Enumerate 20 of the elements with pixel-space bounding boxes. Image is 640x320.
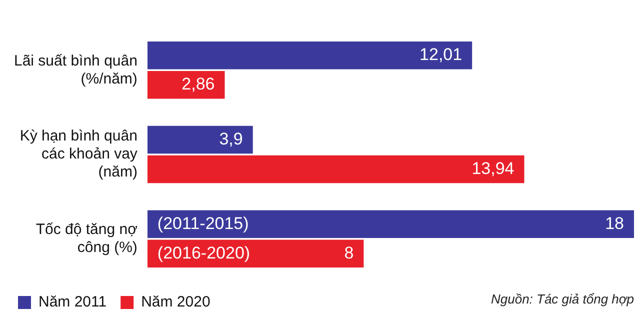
bar (147, 240, 364, 268)
y-tick-label: Kỳ hạn bình quân các khoản vay (năm) (20, 128, 138, 181)
y-tick-label: Tốc độ tăng nợ công (%) (36, 220, 138, 256)
data-label: 12,01 (420, 45, 462, 64)
data-label: 8 (344, 243, 354, 262)
y-tick-label: Lãi suất bình quân (%/năm) (14, 52, 138, 88)
text: Nguồn: Tác giả tổng hợp (490, 292, 634, 307)
annotation: (2016-2020) (157, 243, 250, 262)
bar (147, 42, 472, 70)
data-label: 2,86 (182, 74, 215, 94)
bar (147, 126, 253, 154)
legend-label: Năm 2020 (141, 294, 210, 311)
data-label: 3,9 (219, 129, 243, 148)
bar (147, 71, 225, 99)
data-label: 13,94 (472, 158, 514, 178)
legend-label: Năm 2011 (38, 294, 107, 311)
bar (147, 210, 634, 238)
annotation: (2011-2015) (157, 214, 249, 233)
data-label: 18 (605, 214, 624, 233)
bar (147, 155, 524, 184)
